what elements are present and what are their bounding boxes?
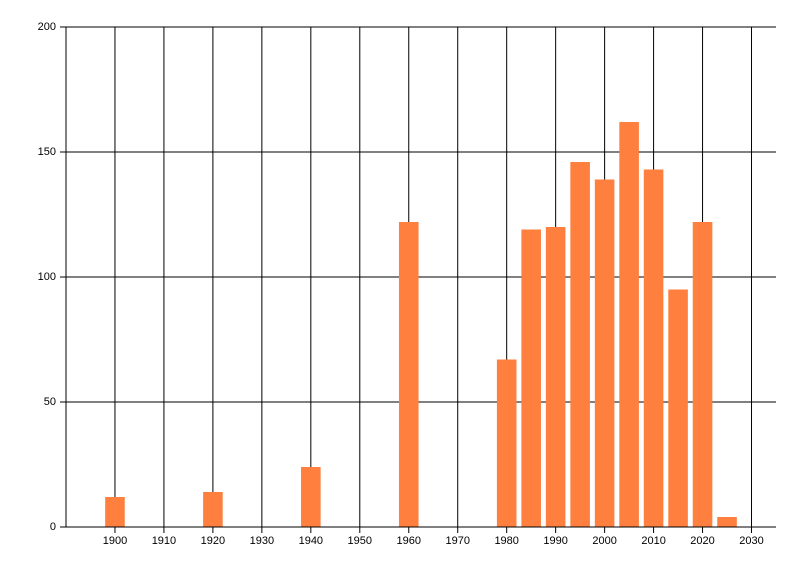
- bar: [521, 229, 541, 527]
- y-tick-label: 0: [50, 521, 56, 533]
- bar: [105, 497, 125, 527]
- bar: [496, 359, 517, 527]
- x-tick-label: 2010: [641, 535, 665, 547]
- bar: [619, 122, 639, 527]
- bar: [203, 492, 223, 527]
- x-tick-label: 1960: [397, 535, 421, 547]
- x-tick-label: 2020: [690, 535, 714, 547]
- bar: [301, 467, 321, 527]
- x-tick-label: 1950: [348, 535, 372, 547]
- y-tick-label: 100: [38, 271, 56, 283]
- bar: [643, 169, 664, 527]
- x-tick-label: 1970: [445, 535, 469, 547]
- bar: [398, 222, 419, 527]
- x-tick-label: 1910: [152, 535, 176, 547]
- y-tick-label: 50: [44, 396, 56, 408]
- bar: [668, 289, 688, 527]
- bar: [717, 517, 737, 527]
- x-tick-label: 1980: [494, 535, 518, 547]
- x-tick-label: 1920: [201, 535, 225, 547]
- x-tick-label: 1930: [250, 535, 274, 547]
- x-tick-label: 2000: [592, 535, 616, 547]
- bar: [692, 222, 713, 527]
- x-tick-label: 1940: [299, 535, 323, 547]
- x-tick-label: 2030: [739, 535, 763, 547]
- x-tick-label: 1900: [103, 535, 127, 547]
- y-tick-label: 150: [38, 146, 56, 158]
- y-tick-label: 200: [38, 21, 56, 33]
- x-tick-label: 1990: [543, 535, 567, 547]
- bar: [594, 179, 615, 527]
- bar: [570, 162, 590, 527]
- bar: [545, 227, 566, 527]
